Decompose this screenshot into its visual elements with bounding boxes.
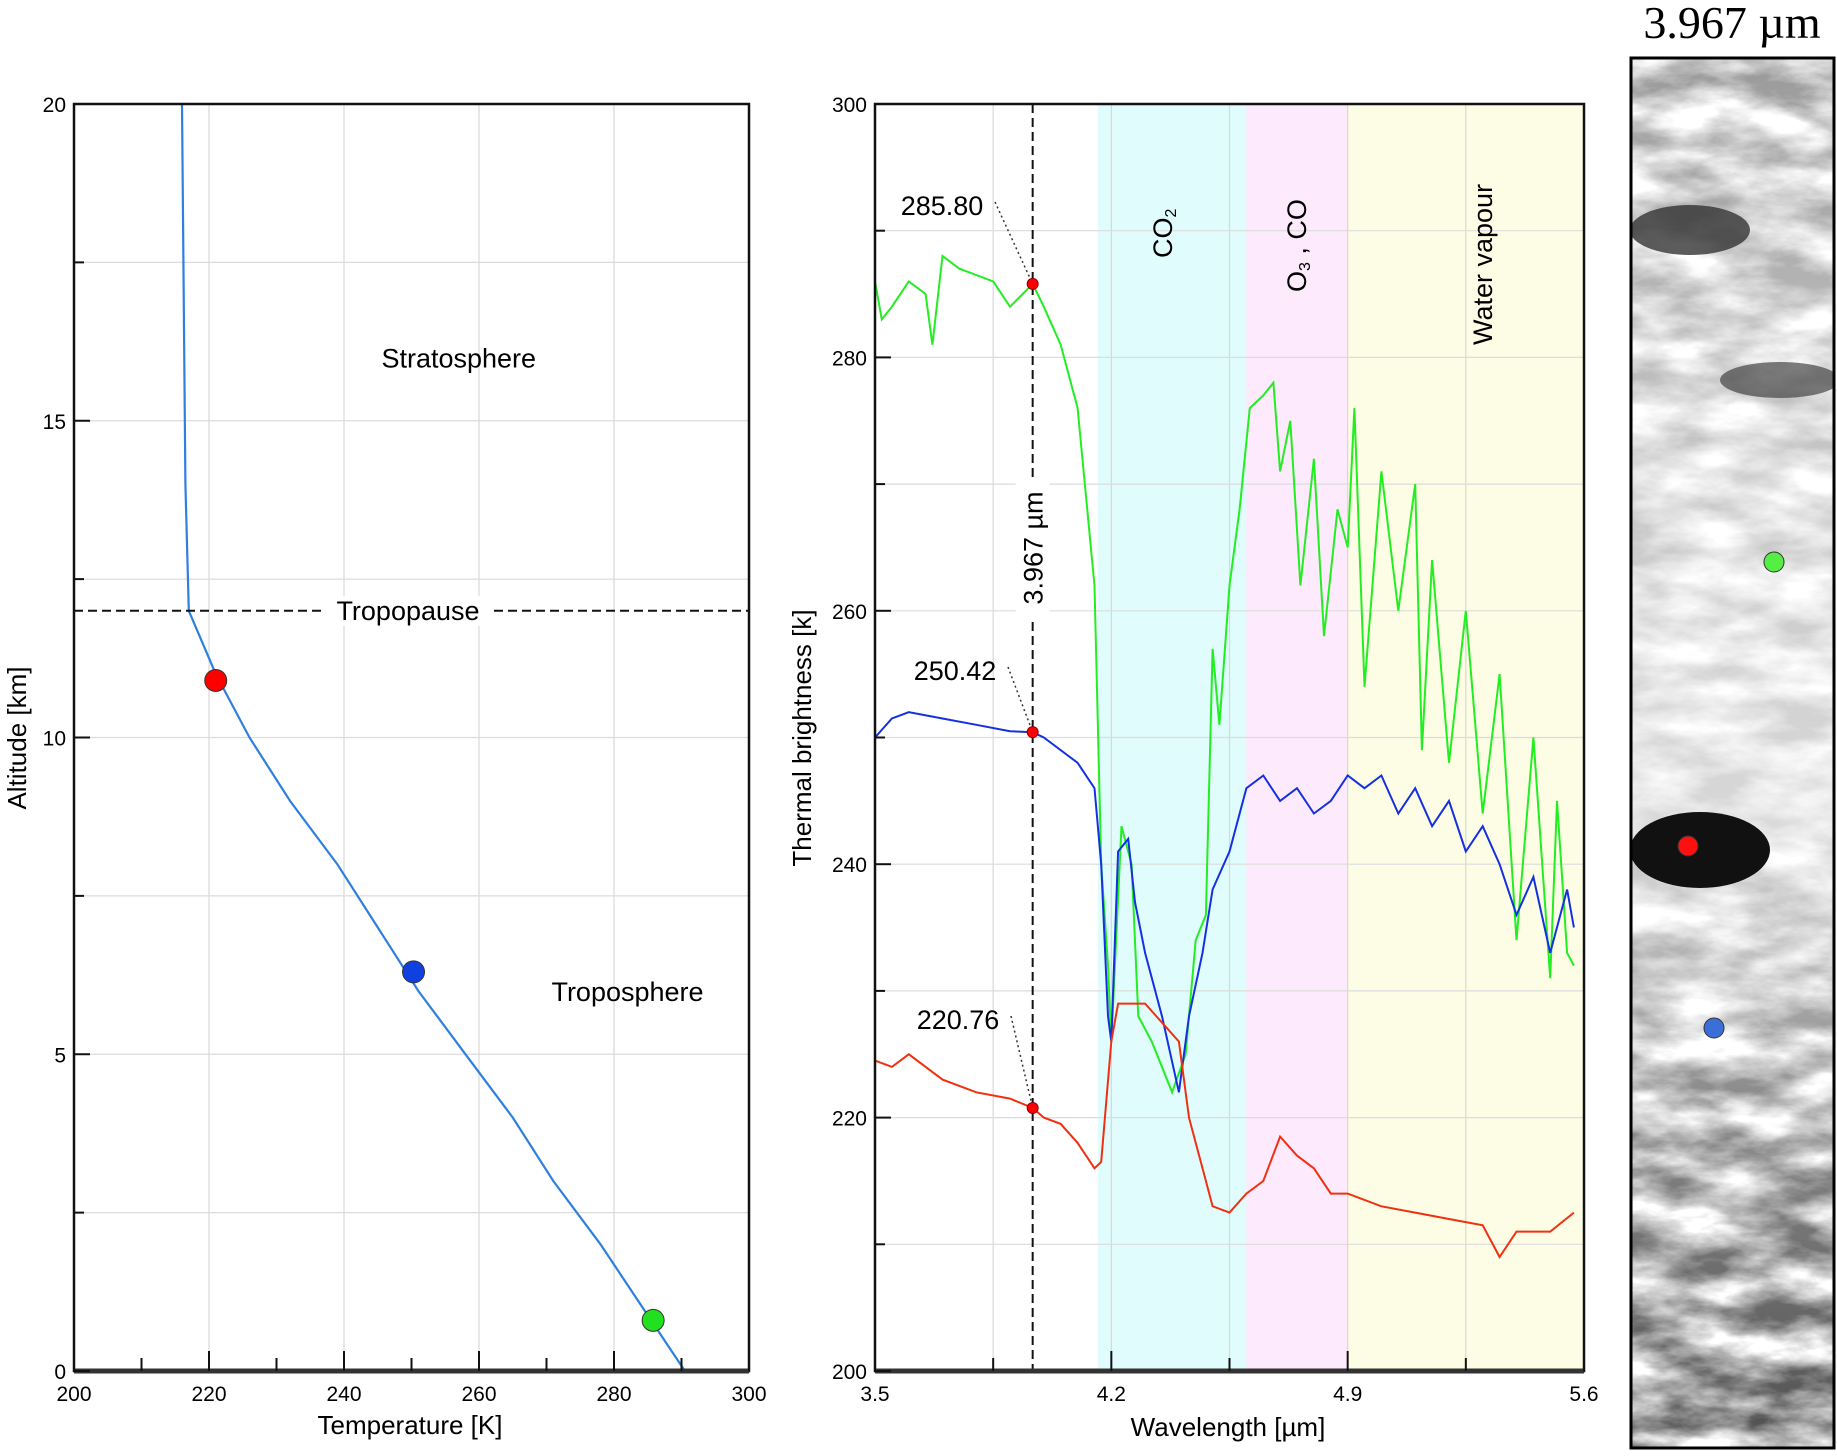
band-label-co2: CO2 (1148, 209, 1180, 259)
y-tick-label: 220 (832, 1108, 867, 1131)
band-label-subscript: 2 (1163, 209, 1180, 218)
x-tick-label: 200 (56, 1383, 91, 1406)
band-label-water-vapour: Water vapour (1468, 184, 1498, 345)
y-tick-label: 200 (832, 1361, 867, 1384)
spectrum-line-green (874, 254, 1575, 1096)
value-leader-line (1007, 666, 1034, 733)
wavelength-label-bg (1015, 478, 1050, 618)
y-tick-label: 15 (43, 411, 66, 434)
green-point-marker (1763, 551, 1785, 573)
band-label-text: O (1282, 271, 1312, 292)
band-label-text: , CO (1282, 199, 1312, 262)
x-axis-label: Temperature [K] (318, 1410, 503, 1440)
value-point-marker (1026, 1101, 1039, 1114)
data-point-marker (641, 1308, 665, 1332)
region-label: Troposphere (551, 977, 703, 1007)
value-leader-line (994, 201, 1034, 285)
spectrum-line-blue (874, 711, 1575, 1093)
blue-point-marker (1703, 1017, 1725, 1039)
wavelength-marker-label: 3.967 µm (1019, 491, 1049, 604)
temperature-profile-line (180, 103, 686, 1372)
x-tick-label: 3.5 (860, 1383, 889, 1406)
red-point-marker (1677, 835, 1699, 857)
x-tick-label: 4.2 (1097, 1383, 1126, 1406)
x-tick-label: 240 (326, 1383, 361, 1406)
x-tick-label: 4.9 (1333, 1383, 1362, 1406)
x-tick-label: 220 (191, 1383, 226, 1406)
y-tick-label: 280 (832, 347, 867, 370)
spectrum-chart: CO2 O3 , CO Water vapour 3.967 µm 285.80 250.… (787, 94, 1599, 1442)
value-label: 250.42 (914, 656, 997, 686)
image-title: 3.967 µm (1643, 0, 1821, 48)
y-axis-label: Altitude [km] (2, 666, 32, 809)
value-point-marker (1026, 277, 1039, 290)
x-tick-label: 5.6 (1569, 1383, 1598, 1406)
y-tick-label: 5 (54, 1044, 66, 1067)
value-label: 220.76 (917, 1005, 1000, 1035)
band-label-text: CO (1148, 218, 1178, 259)
value-leader-line (1010, 1015, 1034, 1109)
data-point-marker (204, 668, 228, 692)
y-axis-label: Thermal brightness [k] (787, 609, 817, 866)
satellite-image-panel: 3.967 µm (1629, 0, 1836, 1450)
band-label-subscript: 3 (1297, 262, 1314, 271)
tropopause-label: Tropopause (336, 596, 479, 626)
spectrum-line-red (874, 1002, 1575, 1259)
x-tick-label: 300 (731, 1383, 766, 1406)
y-tick-label: 240 (832, 854, 867, 877)
region-label: Stratosphere (381, 343, 536, 373)
y-tick-label: 10 (43, 728, 66, 751)
cloud-image (1631, 58, 1834, 1448)
tropopause-label-bg (325, 595, 490, 626)
y-tick-label: 300 (832, 94, 867, 117)
x-axis-label: Wavelength [µm] (1131, 1412, 1326, 1442)
y-tick-label: 20 (43, 94, 66, 117)
y-tick-label: 260 (832, 601, 867, 624)
y-tick-label: 0 (54, 1361, 66, 1384)
value-label: 285.80 (901, 191, 984, 221)
x-tick-label: 280 (596, 1383, 631, 1406)
band-label-o3-co: O3 , CO (1282, 199, 1314, 292)
dark-cloud-region (1631, 812, 1770, 888)
value-point-marker (1026, 726, 1039, 739)
data-point-marker (402, 960, 426, 984)
x-tick-label: 260 (461, 1383, 496, 1406)
